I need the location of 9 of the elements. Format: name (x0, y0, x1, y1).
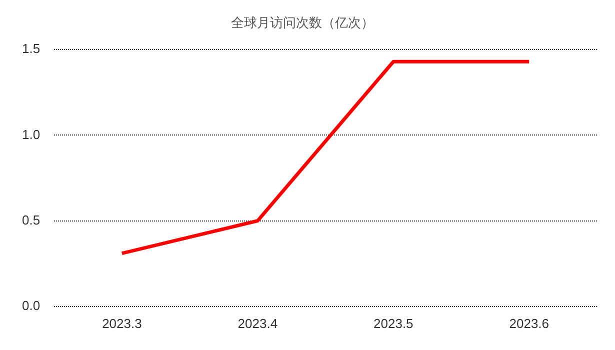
y-tick-label: 1.5 (22, 41, 40, 56)
y-tick-label: 0.5 (22, 212, 40, 228)
x-tick-label: 2023.6 (509, 316, 550, 331)
x-tick-label: 2023.5 (374, 316, 414, 331)
y-tick-label: 1.0 (22, 126, 40, 142)
x-tick-label: 2023.4 (238, 316, 278, 331)
chart-title: 全球月访问次数（亿次） (231, 15, 374, 32)
y-tick-label: 0.0 (22, 298, 40, 313)
x-tick-label: 2023.3 (102, 316, 142, 331)
